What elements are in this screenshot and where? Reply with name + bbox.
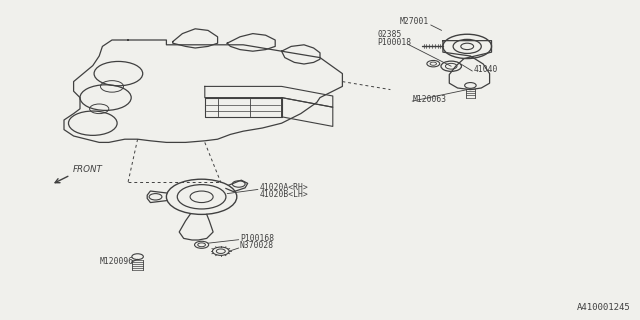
Text: P100018: P100018 bbox=[378, 38, 412, 47]
Text: 41020B<LH>: 41020B<LH> bbox=[259, 190, 308, 199]
Text: 41020A<RH>: 41020A<RH> bbox=[259, 183, 308, 192]
Text: M120096: M120096 bbox=[99, 257, 133, 266]
Text: FRONT: FRONT bbox=[72, 165, 102, 174]
Text: 02385: 02385 bbox=[378, 30, 402, 39]
Text: 41040: 41040 bbox=[474, 65, 498, 74]
Text: P100168: P100168 bbox=[240, 234, 274, 243]
Text: M27001: M27001 bbox=[400, 17, 429, 26]
Text: M120063: M120063 bbox=[413, 95, 447, 104]
Text: A410001245: A410001245 bbox=[577, 303, 630, 312]
Text: N370028: N370028 bbox=[240, 241, 274, 250]
